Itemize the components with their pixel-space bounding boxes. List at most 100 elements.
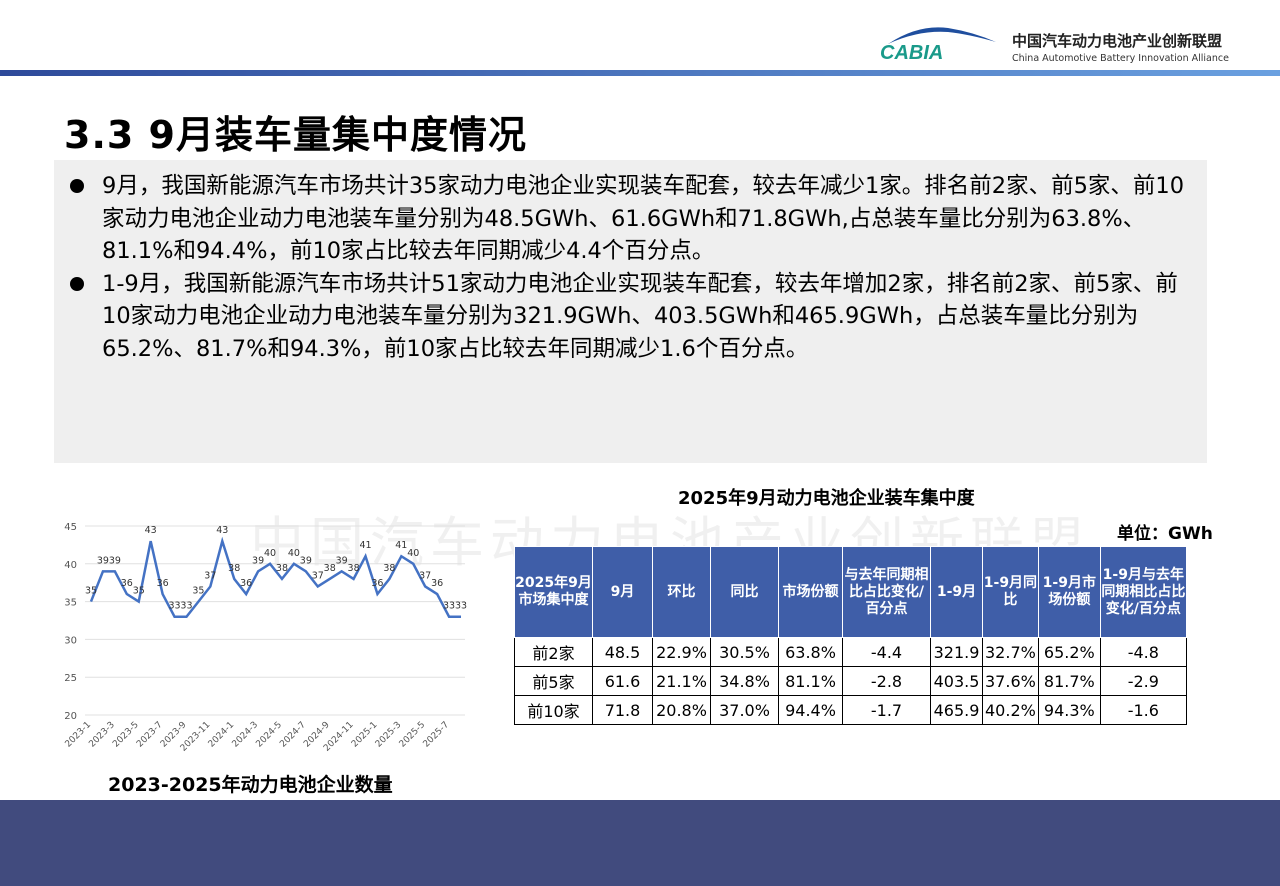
table-cell: 前5家 <box>514 666 593 696</box>
header-bar <box>0 70 1280 76</box>
data-label: 36 <box>157 578 169 589</box>
table-cell: 81.1% <box>778 666 843 696</box>
table-cell: -1.6 <box>1099 695 1187 725</box>
column-header: 1-9月同比 <box>982 546 1039 638</box>
table-cell: 32.7% <box>982 637 1039 667</box>
bullet-item: 1-9月，我国新能源汽车市场共计51家动力电池企业实现装车配套，较去年增加2家，… <box>66 268 1195 366</box>
table-cell: -1.7 <box>842 695 931 725</box>
table-cell: 321.9 <box>930 637 983 667</box>
y-tick-label: 30 <box>64 635 77 646</box>
data-label: 40 <box>407 548 419 559</box>
column-header: 1-9月市场份额 <box>1037 546 1101 638</box>
table-cell: 94.3% <box>1037 695 1101 725</box>
data-label: 41 <box>359 540 371 551</box>
table-row: 前10家 71.8 20.8% 37.0% 94.4% -1.7 465.9 40.2% 94.… <box>514 695 1187 725</box>
data-label: 33 <box>455 601 467 612</box>
data-label: 39 <box>336 555 348 566</box>
table-cell: 前2家 <box>514 637 593 667</box>
data-label: 36 <box>240 578 252 589</box>
table-cell: -4.8 <box>1099 637 1187 667</box>
table-cell: 61.6 <box>592 666 653 696</box>
column-header: 环比 <box>652 546 711 638</box>
table-cell: -2.8 <box>842 666 931 696</box>
svg-text:CABIA: CABIA <box>880 42 943 62</box>
org-name-cn: 中国汽车动力电池产业创新联盟 <box>1012 32 1223 50</box>
org-name: 中国汽车动力电池产业创新联盟 China Automotive Battery … <box>1012 30 1229 64</box>
column-header: 与去年同期相比占比变化/百分点 <box>842 546 931 638</box>
y-tick-label: 45 <box>64 522 77 533</box>
data-label: 33 <box>169 601 181 612</box>
data-label: 38 <box>276 563 288 574</box>
data-label: 33 <box>180 601 192 612</box>
table-cell: 30.5% <box>710 637 779 667</box>
column-header: 1-9月与去年同期相比占比变化/百分点 <box>1099 546 1187 638</box>
table-cell: 21.1% <box>652 666 711 696</box>
bullet-dot-icon <box>70 179 84 193</box>
column-header: 9月 <box>592 546 653 638</box>
data-label: 36 <box>431 578 443 589</box>
data-label: 40 <box>288 548 300 559</box>
table-row: 前5家 61.6 21.1% 34.8% 81.1% -2.8 403.5 37.6% 81.7… <box>514 666 1187 696</box>
table-cell: 37.0% <box>710 695 779 725</box>
table-cell: 前10家 <box>514 695 593 725</box>
table-cell: 65.2% <box>1037 637 1101 667</box>
column-header: 市场份额 <box>778 546 843 638</box>
table-title: 2025年9月动力电池企业装车集中度 <box>678 488 975 509</box>
data-label: 38 <box>324 563 336 574</box>
bullet-text: 1-9月，我国新能源汽车市场共计51家动力电池企业实现装车配套，较去年增加2家，… <box>102 270 1178 362</box>
data-label: 39 <box>300 555 312 566</box>
table-cell: 37.6% <box>982 666 1039 696</box>
data-label: 41 <box>395 540 407 551</box>
data-label: 39 <box>97 555 109 566</box>
data-label: 36 <box>121 578 133 589</box>
data-label: 38 <box>348 563 360 574</box>
table-cell: 81.7% <box>1037 666 1101 696</box>
data-label: 38 <box>228 563 240 574</box>
data-label: 37 <box>419 570 431 581</box>
table-cell: 20.8% <box>652 695 711 725</box>
table-cell: 22.9% <box>652 637 711 667</box>
data-label: 40 <box>264 548 276 559</box>
chart-title: 2023-2025年动力电池企业数量 <box>108 774 393 796</box>
table-unit: 单位：GWh <box>1117 524 1213 544</box>
data-label: 37 <box>312 570 324 581</box>
page-title: 3.3 9月装车量集中度情况 <box>64 113 527 157</box>
series-line <box>89 536 461 618</box>
table-cell: -2.9 <box>1099 666 1187 696</box>
data-label: 36 <box>371 578 383 589</box>
table-cell: 48.5 <box>592 637 653 667</box>
table-cell: 465.9 <box>930 695 983 725</box>
summary-box: 9月，我国新能源汽车市场共计35家动力电池企业实现装车配套，较去年减少1家。排名… <box>54 160 1207 463</box>
table-cell: 94.4% <box>778 695 843 725</box>
data-label: 37 <box>204 570 216 581</box>
y-tick-label: 35 <box>64 598 77 609</box>
x-tick-label: 2025-7 <box>422 720 452 750</box>
data-label: 35 <box>192 586 204 597</box>
data-label: 35 <box>85 586 97 597</box>
table-cell: 40.2% <box>982 695 1039 725</box>
data-label: 43 <box>145 525 157 536</box>
bullet-item: 9月，我国新能源汽车市场共计35家动力电池企业实现装车配套，较去年减少1家。排名… <box>66 170 1195 268</box>
table-cell: 71.8 <box>592 695 653 725</box>
table-cell: -4.4 <box>842 637 931 667</box>
org-name-en: China Automotive Battery Innovation Alli… <box>1012 53 1229 64</box>
table-row: 前2家 48.5 22.9% 30.5% 63.8% -4.4 321.9 32.7% 65.2… <box>514 637 1187 667</box>
column-header: 同比 <box>710 546 779 638</box>
y-tick-label: 25 <box>64 673 77 684</box>
cabia-logo: CABIA <box>880 27 996 62</box>
data-label: 38 <box>383 563 395 574</box>
column-header: 2025年9月市场集中度 <box>514 546 593 638</box>
data-label: 35 <box>133 586 145 597</box>
bullet-dot-icon <box>70 276 84 291</box>
table-cell: 403.5 <box>930 666 983 696</box>
bullet-text: 9月，我国新能源汽车市场共计35家动力电池企业实现装车配套，较去年减少1家。排名… <box>102 173 1185 264</box>
table-cell: 34.8% <box>710 666 779 696</box>
table-cell: 63.8% <box>778 637 843 667</box>
y-tick-label: 20 <box>64 711 77 722</box>
data-label: 39 <box>252 555 264 566</box>
y-tick-label: 40 <box>64 560 77 571</box>
data-label: 43 <box>216 525 228 536</box>
footer-bar <box>0 800 1280 886</box>
data-label: 33 <box>443 601 455 612</box>
